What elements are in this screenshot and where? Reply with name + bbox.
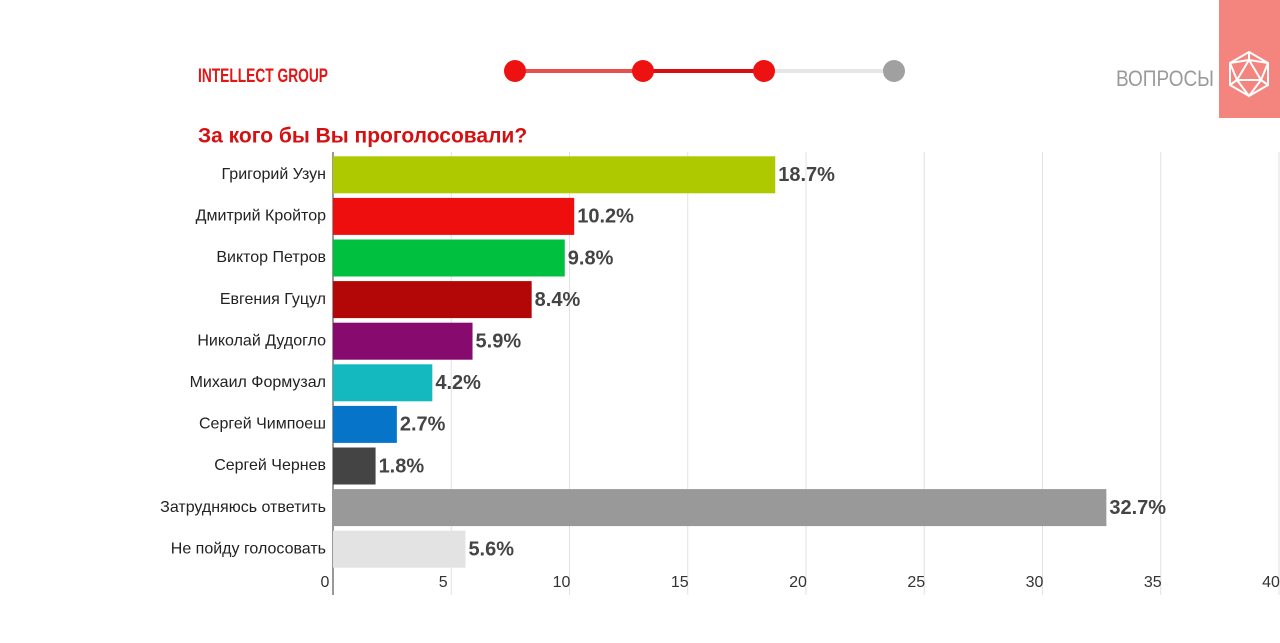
bar: [333, 364, 433, 402]
progress-dot: [632, 60, 654, 82]
bar: [333, 281, 532, 319]
progress-dot: [504, 60, 526, 82]
y-tick-label: Евгения Гуцул: [220, 291, 326, 308]
y-tick-label: Дмитрий Кройтор: [196, 208, 326, 225]
x-tick-label: 30: [1026, 574, 1044, 591]
y-tick-label: Виктор Петров: [216, 249, 326, 266]
y-tick-label: Михаил Формузал: [190, 374, 326, 391]
y-tick-label: Николай Дудогло: [197, 332, 326, 349]
y-tick-label: Не пойду голосовать: [171, 540, 326, 557]
x-tick-label: 25: [907, 574, 925, 591]
y-tick-label: Сергей Чернев: [214, 457, 326, 474]
x-tick-label: 10: [553, 574, 571, 591]
value-label: 10.2%: [577, 206, 634, 228]
value-label: 5.9%: [476, 330, 522, 352]
bar: [333, 239, 565, 277]
bar: [333, 530, 466, 568]
value-label: 8.4%: [535, 289, 581, 311]
x-tick-label: 40: [1262, 574, 1280, 591]
value-label: 2.7%: [400, 414, 446, 436]
value-label: 18.7%: [778, 164, 835, 186]
progress: [504, 60, 905, 82]
value-label: 4.2%: [435, 372, 481, 394]
x-tick-label: 15: [671, 574, 689, 591]
bar: [333, 322, 473, 360]
y-tick-label: Григорий Узун: [222, 166, 326, 183]
plot: 0 5 10 15 20 25 30 35 40 Григорий Узун 18.7% Дмитри…: [160, 152, 1280, 595]
x-tick-label: 5: [439, 574, 448, 591]
brand: INTELLECT GROUP: [198, 66, 328, 87]
bar: [333, 156, 776, 194]
y-tick-label: Сергей Чимпоеш: [199, 416, 326, 433]
bar: [333, 405, 397, 443]
chart-title: За кого бы Вы проголосовали?: [198, 125, 527, 148]
section-label: ВОПРОСЫ: [1116, 66, 1214, 91]
x-tick-label: 35: [1144, 574, 1162, 591]
progress-dot: [883, 60, 905, 82]
x-tick-label: 20: [789, 574, 807, 591]
value-label: 5.6%: [468, 538, 514, 560]
progress-dot: [753, 60, 775, 82]
bar: [333, 197, 575, 235]
bar: [333, 447, 376, 485]
bar: [333, 489, 1107, 527]
value-label: 9.8%: [568, 247, 614, 269]
y-tick-label: Затрудняюсь ответить: [160, 499, 326, 516]
dice-icon: [1229, 50, 1269, 98]
value-label: 32.7%: [1109, 497, 1166, 519]
value-label: 1.8%: [379, 455, 425, 477]
x-tick-label: 0: [321, 574, 330, 591]
